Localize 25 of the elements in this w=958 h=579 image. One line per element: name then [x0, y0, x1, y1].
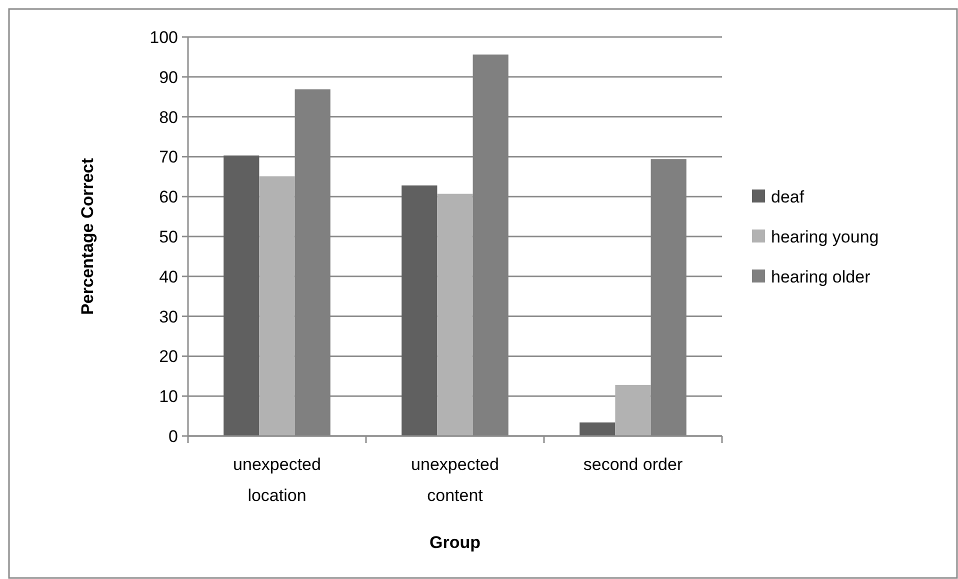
y-tick-label: 70 — [159, 148, 178, 167]
y-tick-label: 100 — [150, 28, 178, 47]
bar — [437, 194, 473, 436]
legend-label: hearing young — [771, 227, 879, 246]
x-tick-label: unexpected content — [411, 455, 499, 505]
y-tick-label: 10 — [159, 387, 178, 406]
x-tick-label: unexpected location — [233, 455, 321, 505]
y-tick-label: 60 — [159, 188, 178, 207]
y-tick-label: 20 — [159, 347, 178, 366]
bar — [224, 156, 260, 436]
bar — [402, 185, 438, 436]
y-tick-label: 90 — [159, 68, 178, 87]
legend-label: deaf — [771, 187, 804, 206]
legend-label: hearing older — [771, 267, 871, 286]
y-tick-label: 80 — [159, 108, 178, 127]
y-tick-label: 30 — [159, 307, 178, 326]
x-axis-title: Group — [430, 533, 480, 552]
x-tick-label: second order — [583, 455, 683, 474]
y-tick-label: 40 — [159, 267, 178, 286]
y-tick-label: 0 — [168, 426, 178, 446]
bar — [259, 176, 295, 436]
y-tick-label: 50 — [159, 227, 178, 246]
bar — [580, 422, 616, 436]
y-axis-title: Percentage Correct — [78, 158, 97, 315]
bar — [615, 384, 651, 436]
